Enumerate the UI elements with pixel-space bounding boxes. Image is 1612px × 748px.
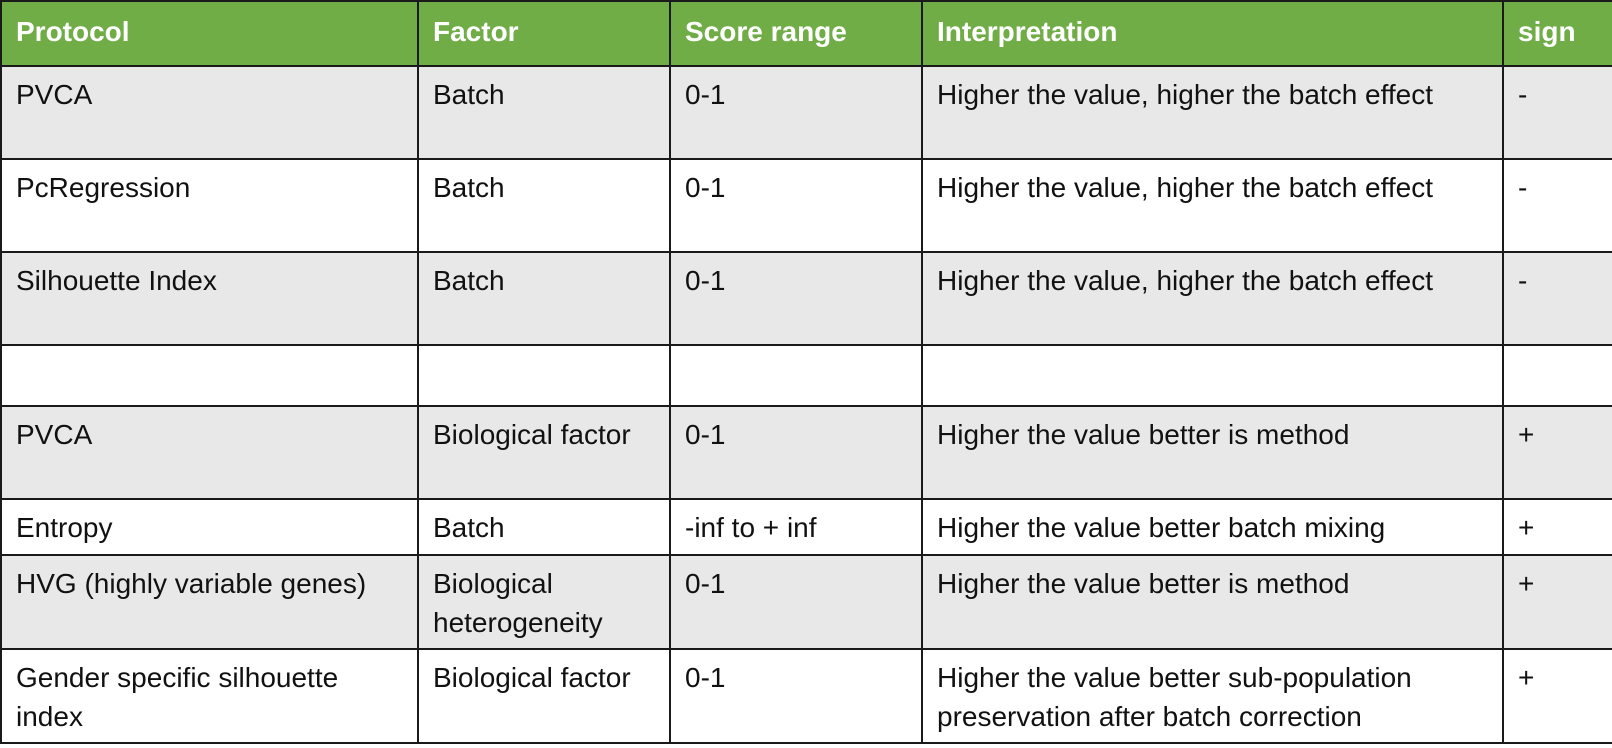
table-row: Gender specific silhouette index Biologi…	[0, 648, 1612, 744]
cell-factor: Batch	[417, 498, 671, 556]
cell-protocol	[0, 344, 419, 407]
cell-score-range: 0-1	[669, 65, 923, 160]
cell-factor: Biological factor	[417, 405, 671, 500]
header-interpretation: Interpretation	[921, 0, 1504, 67]
cell-protocol: PVCA	[0, 65, 419, 160]
header-sign: sign	[1502, 0, 1612, 67]
cell-factor: Biological factor	[417, 648, 671, 744]
cell-score-range	[669, 344, 923, 407]
cell-interpretation: Higher the value better is method	[921, 405, 1504, 500]
cell-score-range: -inf to + inf	[669, 498, 923, 556]
header-factor: Factor	[417, 0, 671, 67]
cell-protocol: PcRegression	[0, 158, 419, 253]
cell-interpretation: Higher the value, higher the batch effec…	[921, 251, 1504, 346]
cell-factor: Biological heterogeneity	[417, 554, 671, 650]
table-header-row: Protocol Factor Score range Interpretati…	[0, 0, 1612, 67]
cell-protocol: Gender specific silhouette index	[0, 648, 419, 744]
cell-score-range: 0-1	[669, 405, 923, 500]
cell-interpretation: Higher the value better batch mixing	[921, 498, 1504, 556]
cell-factor: Batch	[417, 251, 671, 346]
cell-score-range: 0-1	[669, 251, 923, 346]
cell-protocol: Silhouette Index	[0, 251, 419, 346]
table-row: PVCA Biological factor 0-1 Higher the va…	[0, 405, 1612, 500]
table-row: PVCA Batch 0-1 Higher the value, higher …	[0, 65, 1612, 160]
cell-sign: +	[1502, 648, 1612, 744]
cell-score-range: 0-1	[669, 648, 923, 744]
cell-score-range: 0-1	[669, 158, 923, 253]
cell-sign: -	[1502, 65, 1612, 160]
cell-protocol: Entropy	[0, 498, 419, 556]
cell-sign: +	[1502, 554, 1612, 650]
cell-interpretation: Higher the value better is method	[921, 554, 1504, 650]
cell-factor	[417, 344, 671, 407]
table-row: PcRegression Batch 0-1 Higher the value,…	[0, 158, 1612, 253]
cell-interpretation: Higher the value, higher the batch effec…	[921, 158, 1504, 253]
cell-factor: Batch	[417, 65, 671, 160]
cell-score-range: 0-1	[669, 554, 923, 650]
cell-sign: +	[1502, 405, 1612, 500]
cell-protocol: PVCA	[0, 405, 419, 500]
cell-interpretation	[921, 344, 1504, 407]
cell-sign: +	[1502, 498, 1612, 556]
cell-interpretation: Higher the value, higher the batch effec…	[921, 65, 1504, 160]
cell-protocol: HVG (highly variable genes)	[0, 554, 419, 650]
cell-interpretation: Higher the value better sub-population p…	[921, 648, 1504, 744]
cell-sign	[1502, 344, 1612, 407]
cell-factor: Batch	[417, 158, 671, 253]
table-row-empty	[0, 344, 1612, 407]
cell-sign: -	[1502, 158, 1612, 253]
header-protocol: Protocol	[0, 0, 419, 67]
cell-sign: -	[1502, 251, 1612, 346]
table-row: HVG (highly variable genes) Biological h…	[0, 554, 1612, 650]
table-row: Silhouette Index Batch 0-1 Higher the va…	[0, 251, 1612, 346]
header-score-range: Score range	[669, 0, 923, 67]
table-row: Entropy Batch -inf to + inf Higher the v…	[0, 498, 1612, 556]
